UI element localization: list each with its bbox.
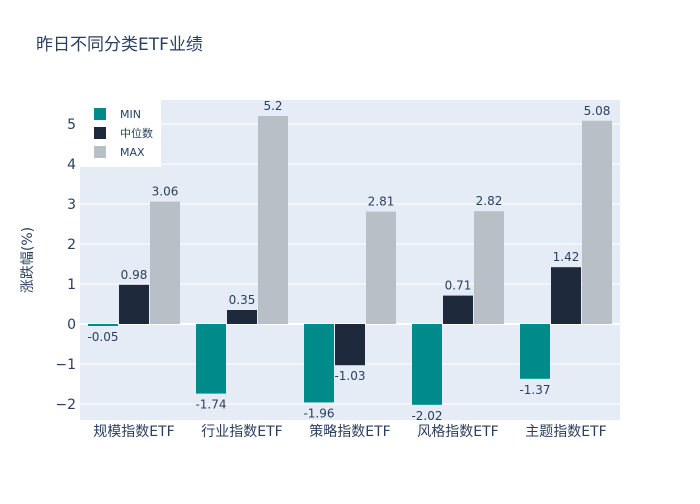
bar-median-1[interactable] bbox=[119, 284, 149, 324]
y-tick-label: −2 bbox=[55, 397, 76, 413]
legend-box bbox=[80, 100, 161, 167]
data-label: -1.37 bbox=[519, 383, 550, 397]
y-tick-label: 3 bbox=[67, 197, 76, 213]
y-tick-label: 5 bbox=[67, 117, 76, 133]
legend-label[interactable]: 中位数 bbox=[120, 126, 153, 140]
bar-median-3[interactable] bbox=[335, 324, 365, 366]
bar-max-5[interactable] bbox=[582, 120, 612, 324]
data-label: -2.02 bbox=[411, 409, 442, 423]
bar-min-3[interactable] bbox=[304, 324, 334, 403]
x-tick-label: 主题指数ETF bbox=[525, 424, 606, 440]
bar-max-3[interactable] bbox=[366, 211, 396, 324]
data-label: 5.2 bbox=[263, 99, 282, 113]
x-tick-label: 风格指数ETF bbox=[417, 424, 498, 440]
data-label: 0.98 bbox=[121, 268, 148, 282]
y-tick-label: 2 bbox=[67, 237, 76, 253]
bar-min-2[interactable] bbox=[196, 324, 226, 394]
legend-swatch[interactable] bbox=[94, 146, 106, 158]
bar-min-4[interactable] bbox=[412, 324, 442, 405]
data-label: -1.96 bbox=[303, 406, 334, 420]
bar-max-1[interactable] bbox=[150, 201, 180, 324]
bar-median-2[interactable] bbox=[227, 310, 257, 324]
data-label: 5.08 bbox=[584, 104, 611, 118]
data-label: 0.71 bbox=[445, 279, 472, 293]
legend-swatch[interactable] bbox=[94, 127, 106, 139]
legend-label[interactable]: MIN bbox=[120, 108, 141, 121]
chart-title: 昨日不同分类ETF业绩 bbox=[36, 35, 203, 55]
x-tick-label: 规模指数ETF bbox=[93, 424, 174, 440]
y-axis-title: 涨跌幅(%) bbox=[20, 227, 36, 293]
data-label: 2.82 bbox=[476, 194, 503, 208]
data-label: 3.06 bbox=[152, 185, 179, 199]
x-tick-label: 策略指数ETF bbox=[309, 423, 390, 440]
data-label: -0.05 bbox=[87, 330, 118, 344]
bar-median-5[interactable] bbox=[551, 267, 581, 324]
x-tick-label: 行业指数ETF bbox=[201, 424, 282, 440]
bar-median-4[interactable] bbox=[443, 295, 473, 324]
bar-min-1[interactable] bbox=[88, 324, 118, 326]
legend-swatch[interactable] bbox=[94, 108, 106, 120]
data-label: 0.35 bbox=[229, 293, 256, 307]
data-label: -1.74 bbox=[195, 398, 226, 412]
y-tick-label: −1 bbox=[55, 357, 76, 373]
bar-min-5[interactable] bbox=[520, 324, 550, 379]
bar-max-4[interactable] bbox=[474, 211, 504, 324]
y-tick-label: 4 bbox=[67, 157, 76, 173]
legend[interactable]: MIN 中位数 MAX bbox=[80, 100, 161, 167]
data-label: 2.81 bbox=[368, 195, 395, 209]
y-tick-label: 1 bbox=[67, 277, 76, 293]
data-label: -1.03 bbox=[334, 369, 365, 383]
legend-label[interactable]: MAX bbox=[120, 146, 145, 159]
bar-max-2[interactable] bbox=[258, 116, 288, 324]
y-tick-label: 0 bbox=[67, 317, 76, 333]
data-label: 1.42 bbox=[553, 250, 580, 264]
